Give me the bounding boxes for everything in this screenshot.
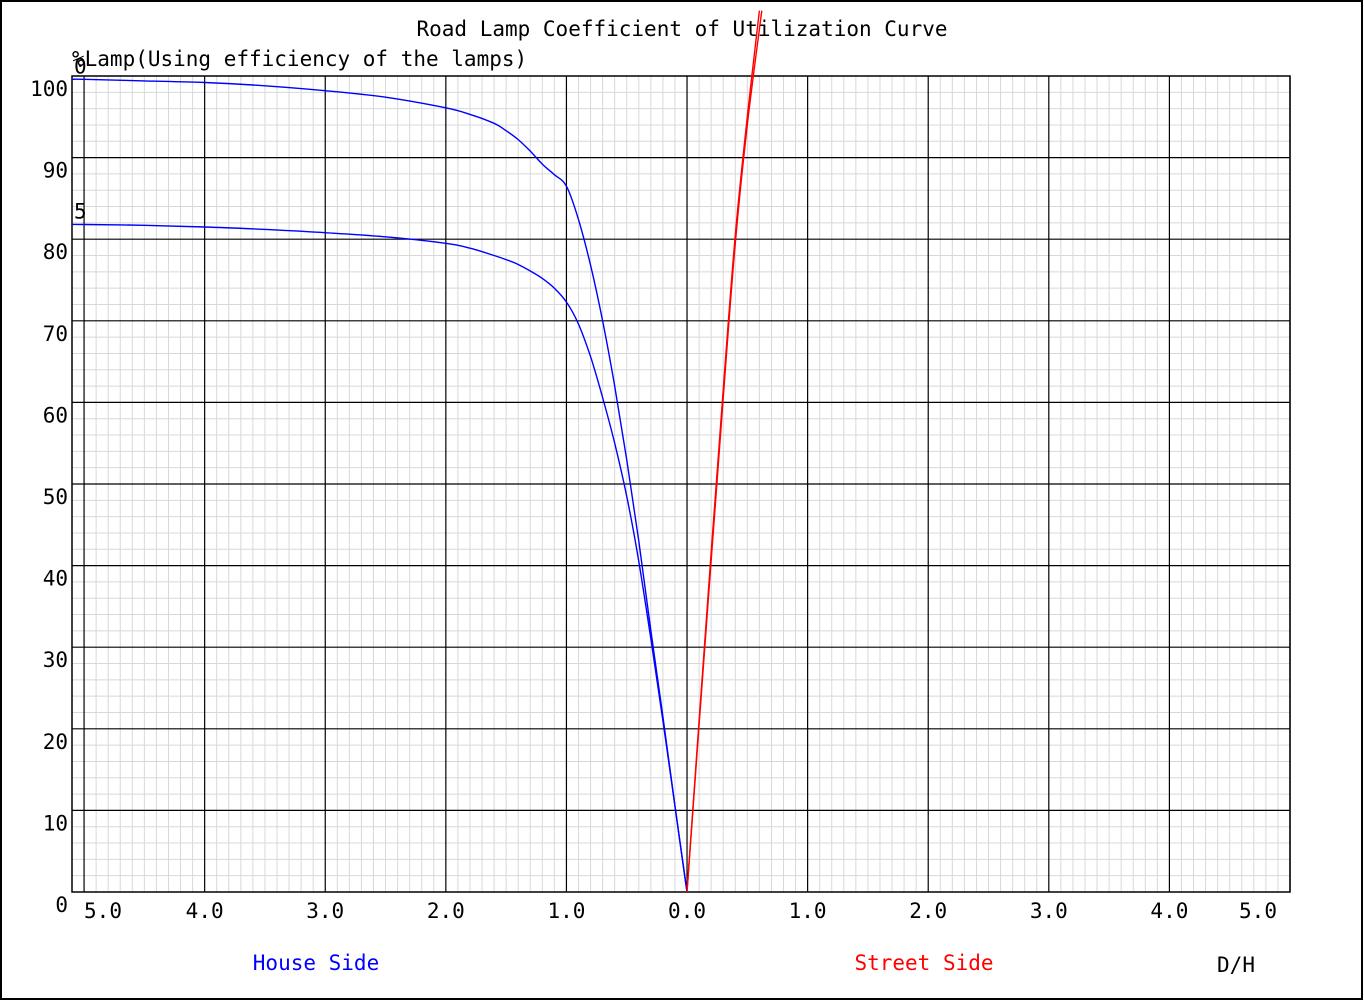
y-tick-labels: 0 10 20 30 40 50 60 70 80 90 100 xyxy=(30,77,68,917)
series-line-street-3 xyxy=(686,10,763,893)
series-layer xyxy=(71,10,763,893)
x-tick-label: 3.0 xyxy=(1030,899,1068,923)
series-labels: 05 xyxy=(74,54,87,223)
x-tick-label: 5.0 xyxy=(84,899,122,923)
x-axis-label: D/H xyxy=(1217,953,1255,977)
y-tick-label: 70 xyxy=(43,322,68,346)
x-tick-label: 1.0 xyxy=(789,899,827,923)
y-tick-label: 10 xyxy=(43,811,68,835)
series-name-label: 0 xyxy=(74,54,87,78)
major-grid xyxy=(72,76,1291,892)
series-name-label: 5 xyxy=(74,200,87,224)
x-tick-label: 3.0 xyxy=(306,899,344,923)
x-tick-label: 1.0 xyxy=(547,899,585,923)
y-tick-label: 30 xyxy=(43,648,68,672)
y-axis-label: %Lamp(Using efficiency of the lamps) xyxy=(72,47,527,71)
y-tick-label: 0 xyxy=(55,893,68,917)
x-tick-label: 0.0 xyxy=(668,899,706,923)
y-tick-label: 40 xyxy=(43,567,68,591)
y-tick-label: 20 xyxy=(43,730,68,754)
y-tick-label: 60 xyxy=(43,403,68,427)
y-tick-label: 80 xyxy=(43,240,68,264)
x-tick-label: 2.0 xyxy=(909,899,947,923)
series-line-house-1 xyxy=(71,223,688,893)
series-line-house-0 xyxy=(71,78,688,893)
street-side-label: Street Side xyxy=(854,951,993,975)
y-tick-label: 100 xyxy=(30,77,68,101)
x-tick-label: 4.0 xyxy=(186,899,224,923)
house-side-label: House Side xyxy=(253,951,379,975)
chart-title: Road Lamp Coefficient of Utilization Cur… xyxy=(416,17,947,41)
x-tick-label: 5.0 xyxy=(1239,899,1277,923)
x-tick-labels: 5.0 4.0 3.0 2.0 1.0 0.0 1.0 2.0 3.0 4.0 5.0 xyxy=(84,899,1277,923)
y-tick-label: 90 xyxy=(43,159,68,183)
y-tick-label: 50 xyxy=(43,485,68,509)
x-tick-label: 2.0 xyxy=(427,899,465,923)
plot-area-border xyxy=(71,75,1291,893)
x-tick-label: 4.0 xyxy=(1150,899,1188,923)
